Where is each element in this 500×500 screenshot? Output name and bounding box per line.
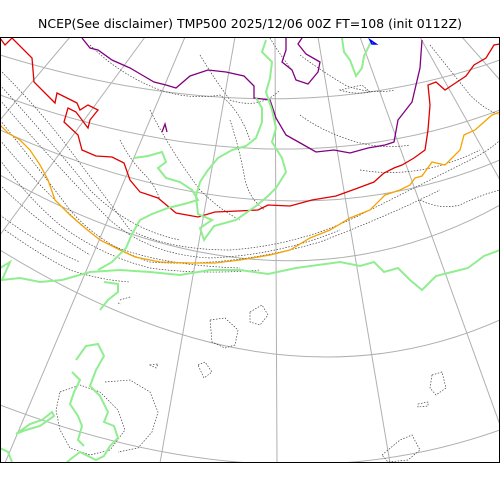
contour-line-purple bbox=[81, 37, 423, 154]
contour-line-purple-blip bbox=[161, 121, 168, 133]
contour-line-green-sw bbox=[99, 281, 119, 311]
contour-line-green-south bbox=[65, 342, 120, 463]
contour-line-green-ne bbox=[341, 37, 373, 79]
longitude-lines bbox=[0, 37, 500, 463]
contour-line-green-edge bbox=[0, 447, 13, 463]
map-canvas bbox=[0, 37, 500, 463]
map-panel bbox=[0, 37, 500, 463]
contour-line-purple-lobe bbox=[281, 37, 321, 85]
map-background bbox=[0, 37, 500, 463]
contour-line-red bbox=[0, 37, 500, 218]
contour-lines bbox=[0, 37, 500, 463]
contour-line-green-north bbox=[194, 39, 288, 243]
contour-line-blue bbox=[368, 37, 379, 45]
contour-line-green-sw-corner bbox=[15, 410, 56, 435]
coastlines bbox=[0, 37, 500, 463]
contour-line-orange bbox=[0, 111, 500, 264]
contour-line-green-west bbox=[97, 150, 200, 271]
contour-line-green bbox=[0, 249, 500, 292]
map-title: NCEP(See disclaimer) TMP500 2025/12/06 0… bbox=[38, 16, 462, 31]
contour-line-green-south-2 bbox=[68, 371, 85, 447]
